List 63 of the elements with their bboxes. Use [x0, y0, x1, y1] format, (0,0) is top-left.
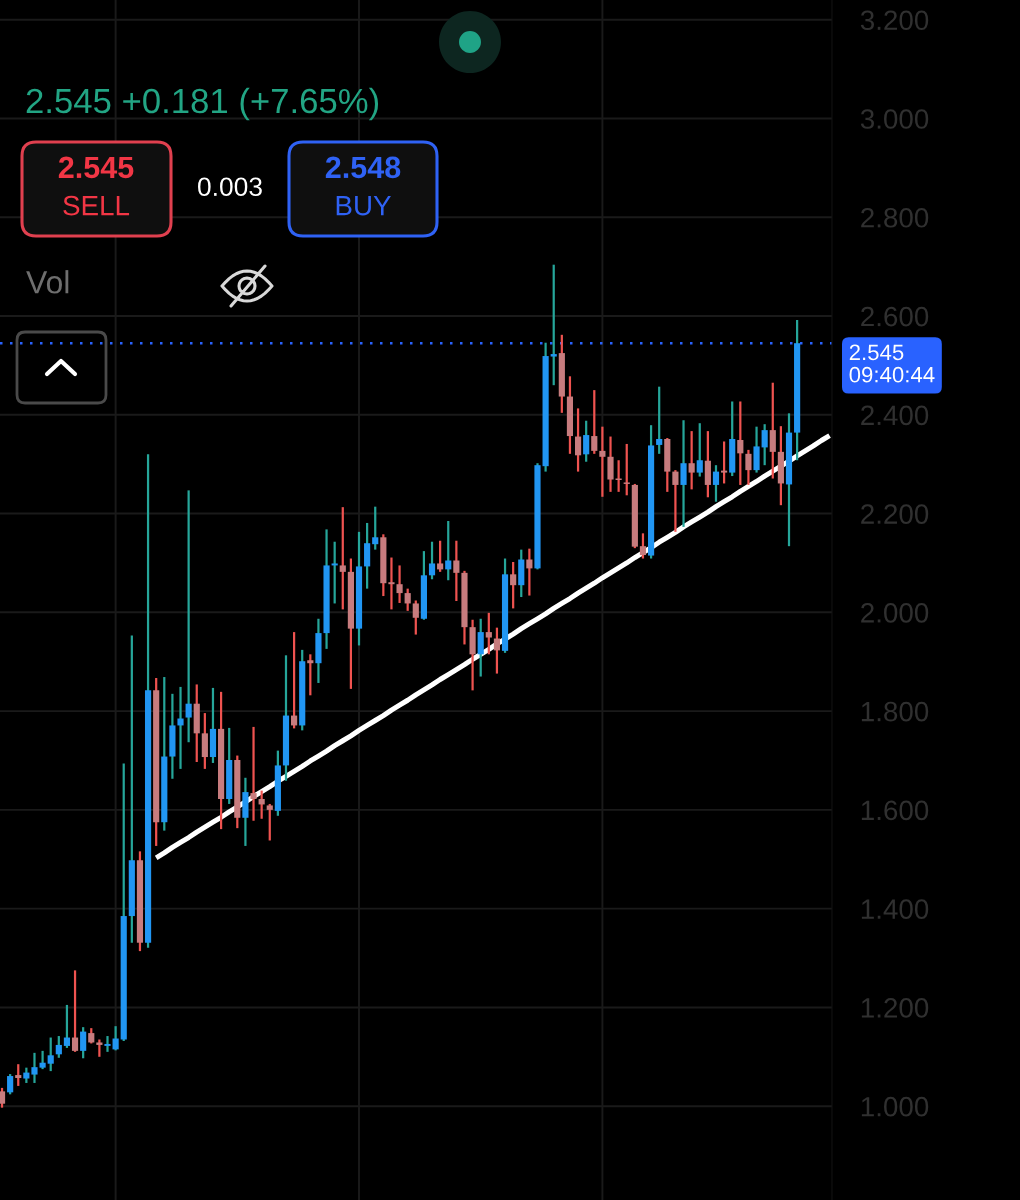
candlestick	[437, 539, 444, 573]
candlestick	[761, 423, 768, 467]
candlestick	[591, 389, 598, 455]
annotation: SELL	[63, 195, 130, 216]
candlestick	[412, 599, 419, 636]
candlestick	[599, 425, 606, 498]
candlestick	[388, 556, 395, 611]
candlestick	[7, 1072, 14, 1096]
candlestick	[477, 617, 484, 678]
candlestick	[656, 385, 663, 455]
annotation: BUY	[336, 196, 391, 216]
candlestick	[485, 611, 492, 656]
candlestick	[0, 1086, 6, 1109]
annotation: 0.003	[198, 177, 262, 197]
candlestick	[639, 532, 647, 560]
candlestick	[510, 560, 517, 610]
candlestick	[112, 1025, 119, 1052]
candlestick	[453, 539, 460, 603]
candlestick	[63, 1003, 71, 1050]
candlestick	[185, 489, 192, 744]
candlestick	[266, 802, 273, 842]
candlestick	[31, 1051, 38, 1085]
candlestick	[688, 430, 695, 491]
candlestick	[769, 381, 776, 480]
candlestick	[607, 435, 614, 493]
candlestick	[71, 969, 79, 1053]
ref-line-label: 2.545 09:40:44	[849, 344, 935, 383]
candlestick	[364, 521, 371, 590]
candlestick	[47, 1036, 54, 1073]
candlestick	[445, 519, 452, 582]
candlestick	[753, 425, 760, 474]
candlestick	[104, 1034, 111, 1053]
candlestick	[712, 464, 720, 503]
candlestick	[623, 442, 630, 497]
candlestick	[258, 789, 265, 820]
candlestick	[745, 448, 752, 487]
candlestick	[39, 1049, 46, 1071]
candlestick	[550, 263, 557, 387]
candlestick	[80, 1026, 87, 1060]
annotation: 2.545 +0.181 (+7.65%)	[26, 87, 379, 121]
annotation: Vol	[26, 270, 69, 294]
candlestick	[583, 419, 590, 463]
candlestick	[55, 1034, 62, 1059]
annotation: 2.545	[58, 156, 134, 179]
candlestick	[339, 506, 346, 611]
candlestick	[404, 587, 411, 612]
candlestick	[696, 422, 703, 478]
candlestick	[680, 419, 687, 529]
candlestick	[307, 653, 314, 697]
candlestick	[331, 540, 338, 605]
candlestick	[672, 469, 679, 533]
candlestick	[250, 725, 257, 822]
candlestick	[201, 711, 208, 770]
candlestick	[372, 505, 379, 551]
candlestick	[493, 626, 501, 675]
candlestick	[15, 1063, 22, 1088]
candlestick	[396, 564, 403, 605]
candlestick	[177, 685, 184, 770]
candlestick	[428, 540, 436, 581]
annotation: 2.548	[325, 156, 401, 179]
candlestick	[721, 440, 728, 485]
candlestick	[737, 400, 744, 487]
candlestick	[574, 407, 582, 473]
